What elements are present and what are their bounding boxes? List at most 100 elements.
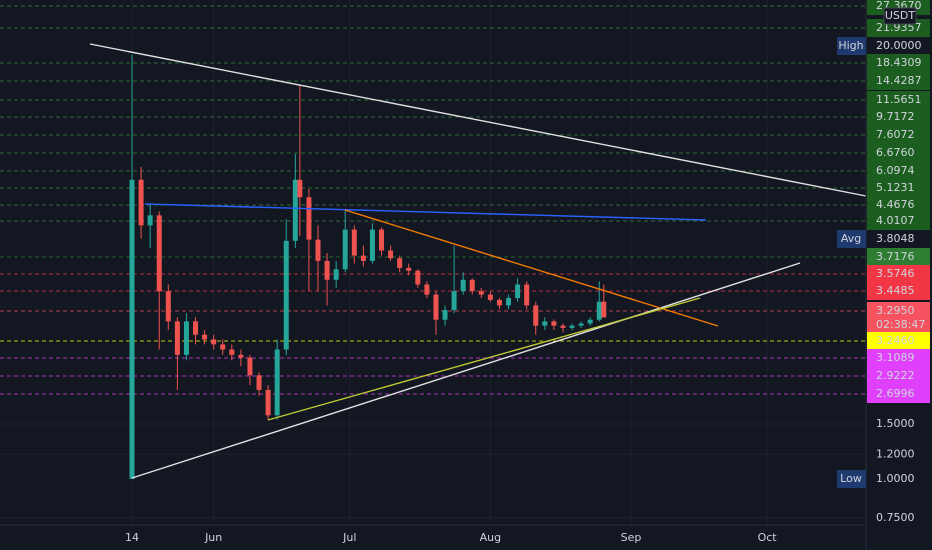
level-tag: Low [840,472,862,485]
x-tick-label: Jun [204,531,222,544]
candle-body [247,357,253,376]
candle-body [442,310,448,320]
candle-body [515,284,521,299]
trendline [144,203,707,221]
x-tick-label: Jul [342,531,356,544]
candle-body [406,267,412,271]
candle-body [265,389,271,416]
candle-body [424,284,430,295]
candle-body [193,321,199,335]
y-tick-label: 0.7500 [876,511,915,524]
y-tick-label: 1.5000 [876,417,915,430]
trendline [267,297,701,421]
level-label-box [867,248,930,266]
level-label: 3.5746 [876,267,915,280]
level-label-box [867,230,930,248]
level-label: 5.1231 [876,181,915,194]
candle-body [129,179,135,479]
level-label: 14.4287 [876,74,922,87]
x-tick-label: 14 [125,531,139,544]
x-tick-label: Sep [621,531,642,544]
level-tag-box [837,470,866,488]
candle-body [587,319,593,324]
level-label: 3.2460 [876,334,915,347]
level-label: 6.6760 [876,146,915,159]
level-label: 4.0107 [876,214,915,227]
candle-body [324,260,330,280]
candle-body [369,229,375,261]
candle-body [274,349,280,416]
level-label: 3.4485 [876,284,915,297]
x-tick-label: Aug [480,531,501,544]
candle-body [211,339,217,345]
level-tag: High [838,39,863,52]
candle-body [220,344,226,350]
countdown: 02:38:47 [876,318,925,331]
y-tick-label: 1.2000 [876,447,915,460]
candle-body [496,299,502,306]
currency-badge[interactable] [883,7,917,25]
level-label-box [867,332,930,350]
level-label: 2.9222 [876,369,915,382]
level-label: 4.4676 [876,198,915,211]
candle-body [601,301,607,318]
level-label-box [867,385,930,403]
level-label-box [867,212,930,230]
candle-body [460,279,466,292]
candle-body [229,349,235,355]
candle-body [360,255,366,261]
level-label: 3.2950 [876,304,915,317]
candle-body [533,305,539,326]
candle-body [306,197,312,240]
currency: USDT [885,9,916,22]
candle-body [487,294,493,300]
level-label-box [867,179,930,197]
levels [0,5,866,395]
level-tag-box [837,230,866,248]
axis-labels: 14 Jun Jul Aug Sep Oct1.50001.20000.750027.36… [125,0,930,544]
candle-body [524,284,530,306]
level-label-box [867,196,930,214]
level-label-box [867,470,930,488]
level-label: 3.8048 [876,232,915,245]
candle-body [379,229,385,251]
candle-body [569,325,575,328]
candle-body [451,291,457,311]
level-label-box [867,302,930,336]
candle-body [469,279,475,292]
level-label-box [867,367,930,385]
level-label: 3.7176 [876,250,915,263]
level-label: 7.6072 [876,128,915,141]
candle-body [292,179,298,241]
candles [129,54,607,479]
candle-body [578,323,584,326]
trendline [131,262,801,479]
level-label: 6.0974 [876,164,915,177]
candle-body [156,215,162,292]
level-label: 1.0000 [876,472,915,485]
candle-body [256,375,262,390]
level-tag: Avg [841,232,861,245]
candle-body [478,291,484,295]
trendlines [89,43,867,479]
candle-body [342,229,348,270]
candle-body [183,321,189,355]
level-label-box [867,126,930,144]
trendline [344,209,719,327]
candle-body [433,294,439,320]
x-tick-label: Oct [758,531,778,544]
level-label: 20.0000 [876,39,922,52]
candle-body [297,179,303,198]
candle-body [333,269,339,280]
level-label-box [867,37,930,55]
level-label-box [867,91,930,109]
level-label-box [867,349,930,367]
candle-body [388,250,394,259]
level-label-box [867,108,930,126]
candle-body [351,229,357,256]
level-label: 11.5651 [876,93,922,106]
candle-body [315,239,321,261]
level-label: 3.1089 [876,351,915,364]
